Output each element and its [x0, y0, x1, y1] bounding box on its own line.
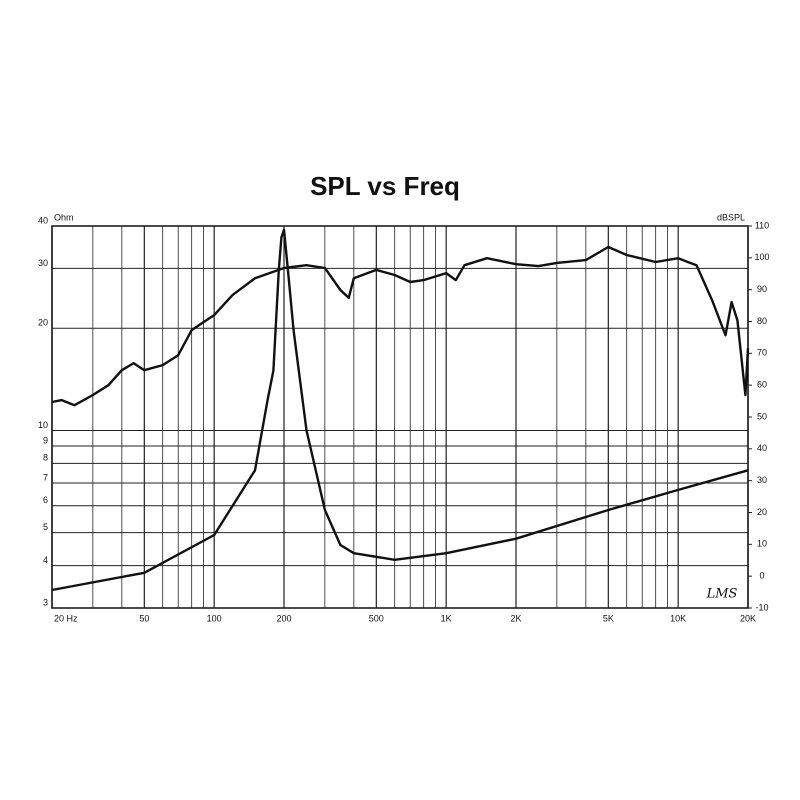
x-tick-label: 20K [740, 613, 756, 623]
x-tick-label: 10K [670, 613, 686, 623]
x-tick-label: 500 [369, 613, 384, 623]
y2-tick-label: 50 [757, 411, 767, 421]
y2-tick-label: 90 [757, 284, 767, 294]
y2-axis-label: dBSPL [717, 212, 745, 222]
y-tick-label: 6 [43, 495, 48, 505]
annotation: LMS [706, 587, 738, 602]
x-tick-label: 5K [603, 613, 614, 623]
x-tick-label: 1K [441, 613, 452, 623]
y2-tick-label: -10 [755, 602, 768, 612]
y-tick-label: 8 [43, 453, 48, 463]
y2-tick-label: 80 [757, 316, 767, 326]
y2-tick-label: 110 [755, 220, 769, 230]
y-tick-label: 7 [43, 472, 48, 482]
x-tick-label: 20 Hz [54, 613, 78, 623]
y2-tick-label: 0 [759, 571, 764, 581]
y-axis-label: Ohm [54, 212, 74, 222]
y-tick-label: 20 [38, 318, 48, 328]
y-tick-label: 30 [38, 258, 48, 268]
plot-frame [51, 225, 749, 609]
y-tick-label: 10 [38, 420, 48, 430]
y2-tick-label: 10 [757, 539, 767, 549]
data-line [51, 228, 749, 592]
y2-tick-label: 100 [754, 252, 769, 262]
data-line [51, 245, 750, 407]
x-tick-label: 50 [139, 613, 149, 623]
y-tick-label: 4 [43, 555, 48, 565]
y-tick-label: 3 [43, 597, 48, 607]
y-tick-label: 9 [43, 435, 48, 445]
y-tick-label: 40 [38, 215, 48, 225]
x-tick-label: 2K [510, 613, 521, 623]
x-tick-label: 200 [276, 613, 291, 623]
y2-tick-label: 40 [757, 443, 767, 453]
y-tick-label: 5 [43, 522, 48, 532]
chart-title: SPL vs Freq [310, 171, 460, 201]
y2-tick-label: 60 [757, 380, 767, 390]
x-tick-label: 100 [207, 613, 222, 623]
y2-tick-label: 70 [757, 348, 767, 358]
y2-tick-label: 20 [757, 507, 767, 517]
y2-tick-label: 30 [757, 475, 767, 485]
